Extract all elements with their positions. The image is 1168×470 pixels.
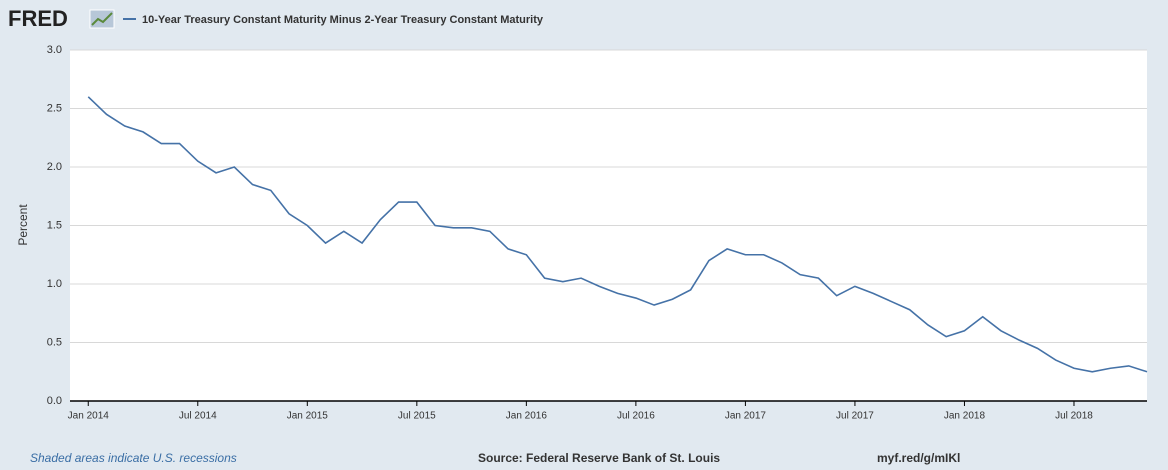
y-tick-label: 2.5 [47,102,62,114]
x-tick-label: Jan 2016 [506,411,548,422]
note: Shaded areas indicate U.S. recessions [30,451,237,465]
y-tick-label: 0.5 [47,336,62,348]
y-axis-label: Percent [16,204,30,246]
y-tick-label: 1.0 [47,278,62,290]
y-tick-label: 3.0 [47,44,62,56]
data-line [87,96,1148,373]
x-tick-label: Jul 2016 [617,411,655,422]
y-tick-label: 1.5 [47,219,62,231]
short-url[interactable]: myf.red/g/mIKl [877,451,960,465]
source: Source: Federal Reserve Bank of St. Loui… [478,451,720,465]
y-tick-label: 2.0 [47,161,62,173]
y-tick-label: 0.0 [47,395,62,407]
x-tick-label: Jan 2017 [725,411,767,422]
x-tick-label: Jul 2017 [836,411,874,422]
logo-icon-line [91,12,113,26]
x-tick-label: Jan 2015 [287,411,329,422]
x-tick-label: Jul 2014 [179,411,217,422]
x-tick-label: Jan 2018 [944,411,986,422]
x-tick-label: Jul 2018 [1055,411,1093,422]
logo-icon [89,9,115,29]
x-tick-label: Jul 2015 [398,411,436,422]
logo: FRED [8,6,68,31]
x-tick-label: Jan 2014 [68,411,110,422]
legend-label: 10-Year Treasury Constant Maturity Minus… [142,14,544,26]
